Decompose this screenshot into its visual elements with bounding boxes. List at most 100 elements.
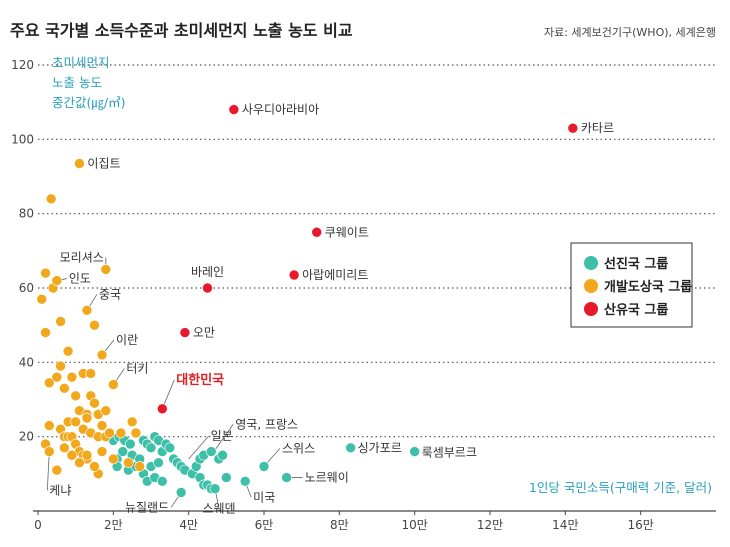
data-point-series-0: [145, 442, 157, 454]
y-tick-label: 20: [19, 430, 34, 444]
data-point-series-2: [288, 269, 300, 281]
data-point-series-0: [175, 487, 187, 498]
point-label: 케냐: [49, 484, 71, 498]
data-point-series-1: [51, 275, 63, 286]
point-label: 이란: [116, 333, 138, 347]
data-point-series-0: [205, 446, 217, 457]
data-point-series-1: [55, 316, 66, 327]
data-point-series-1: [40, 267, 51, 279]
y-axis-label-line: 중간값(㎍/㎥): [52, 95, 125, 110]
y-axis-label-line: 초미세먼지: [52, 55, 110, 70]
chart-source: 자료: 세계보건기구(WHO), 세계은행: [544, 26, 716, 39]
legend-label: 개발도상국 그룹: [604, 279, 692, 295]
data-point-series-0: [409, 446, 420, 457]
data-point-series-0: [117, 446, 129, 457]
data-point-series-2: [228, 104, 240, 115]
data-point-series-1: [70, 416, 81, 428]
data-point-series-1: [51, 464, 63, 476]
point-label: 대한민국: [176, 372, 224, 388]
data-point-series-1: [74, 457, 85, 468]
point-label: 아랍에미리트: [302, 268, 368, 282]
data-point-series-0: [209, 483, 221, 495]
legend-label: 선진국 그룹: [604, 256, 668, 272]
y-tick-label: 100: [11, 132, 34, 146]
data-point-series-1: [115, 427, 127, 439]
data-point-series-2: [311, 226, 323, 238]
data-point-series-1: [45, 193, 57, 205]
x-tick-label: 4만: [179, 518, 198, 532]
data-point-series-1: [104, 427, 115, 439]
y-tick-label: 40: [19, 355, 34, 369]
data-point-series-0: [345, 442, 356, 454]
data-point-series-1: [62, 345, 74, 357]
data-point-series-1: [130, 427, 142, 439]
x-axis-label: 1인당 국민소득(구매력 기준, 달러): [529, 480, 712, 495]
point-label: 영국, 프랑스: [235, 417, 298, 431]
data-point-series-0: [258, 461, 270, 472]
data-point-series-1: [96, 349, 108, 361]
data-point-series-1: [89, 319, 100, 331]
data-point-series-1: [43, 420, 55, 431]
x-tick-label: 16만: [628, 518, 654, 532]
data-point-series-1: [108, 453, 119, 465]
leader-line: [188, 435, 209, 460]
x-tick-label: 12만: [477, 518, 503, 532]
legend-swatch: [584, 302, 598, 316]
point-label: 스위스: [282, 441, 315, 455]
y-axis-ticks: 20 40 60 80 100 120: [11, 58, 34, 444]
data-point-series-0: [157, 475, 168, 487]
data-point-series-0: [239, 475, 251, 487]
data-point-series-1: [81, 449, 93, 461]
point-label: 이집트: [87, 156, 120, 170]
data-point-series-1: [96, 420, 108, 431]
data-point-series-0: [164, 442, 176, 454]
y-tick-label: 80: [19, 207, 34, 221]
grid-lines: [38, 64, 716, 438]
data-point-series-2: [157, 403, 168, 415]
x-tick-label: 2만: [104, 518, 123, 532]
point-label: 사우디아라비아: [242, 103, 319, 117]
data-point-series-2: [179, 327, 191, 338]
data-point-series-0: [281, 472, 292, 483]
data-point-series-1: [85, 368, 97, 379]
data-point-series-1: [51, 371, 63, 383]
data-point-series-1: [74, 158, 85, 169]
data-point-series-2: [202, 282, 213, 294]
data-point-series-0: [124, 438, 136, 450]
point-label: 바레인: [191, 265, 224, 279]
data-points: [36, 104, 579, 498]
data-point-series-1: [43, 446, 55, 457]
data-point-series-1: [81, 412, 93, 424]
data-point-series-1: [70, 390, 81, 402]
data-point-series-1: [123, 457, 134, 468]
point-label: 싱가포르: [358, 441, 402, 455]
data-point-series-1: [89, 461, 100, 472]
x-tick-label: 8만: [330, 518, 349, 532]
point-label: 모리셔스: [60, 250, 104, 264]
point-label: 카타르: [581, 121, 614, 135]
legend-swatch: [584, 256, 598, 270]
point-label: 룩셈부르크: [422, 446, 477, 460]
legend-label: 산유국 그룹: [604, 302, 668, 318]
data-point-series-1: [100, 264, 112, 275]
data-point-series-1: [66, 449, 78, 461]
x-tick-label: 14만: [552, 518, 578, 532]
data-point-series-0: [221, 472, 232, 483]
data-point-series-1: [108, 379, 119, 390]
data-point-series-1: [66, 371, 78, 383]
chart-title: 주요 국가별 소득수준과 초미세먼지 노출 농도 비교: [10, 21, 353, 40]
point-label: 스웨덴: [202, 502, 235, 516]
x-tick-label: 6만: [255, 518, 274, 532]
data-point-series-1: [40, 327, 51, 338]
x-tick-label: 10만: [402, 518, 428, 532]
data-point-series-1: [134, 461, 145, 472]
point-label: 뉴질랜드: [125, 500, 169, 514]
data-point-series-1: [81, 304, 93, 316]
x-axis-ticks: 0 2만 4만 6만 8만 10만 12만 14만 16만: [34, 511, 654, 532]
leader-line: [46, 451, 50, 491]
